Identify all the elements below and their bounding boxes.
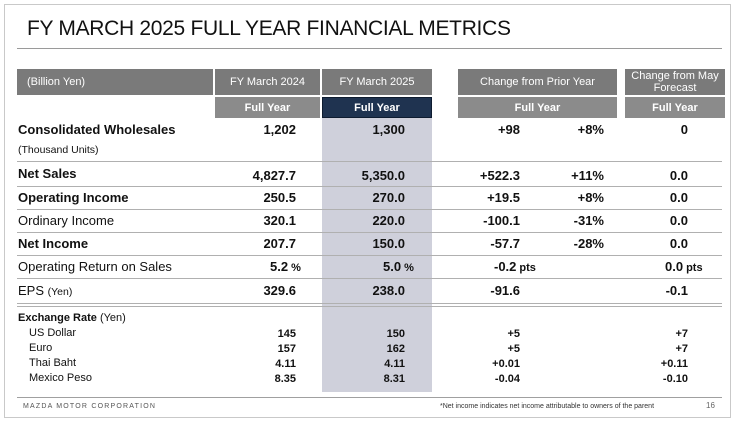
net-sales-pct: +11% <box>571 168 604 183</box>
operating-income-fy2025: 270.0 <box>372 190 405 205</box>
row-divider <box>17 255 722 256</box>
net-sales-fy2025: 5,350.0 <box>361 168 405 183</box>
ordinary-income-change: -100.1 <box>483 213 520 228</box>
ros-fy2025: 5.0 <box>383 259 402 274</box>
operating-income-pct: +8% <box>577 190 604 205</box>
fx-thb-may: +0.11 <box>660 358 688 370</box>
may-subheader: Full Year <box>625 97 725 118</box>
net-income-change: -57.7 <box>490 236 520 251</box>
ros-fy2025-group: 5.0% <box>383 259 414 274</box>
fx-label-usd: US Dollar <box>29 327 77 339</box>
fx-eur-change: +5 <box>507 343 520 355</box>
row-label-operating-income: Operating Income <box>18 190 129 205</box>
change-subheader: Full Year <box>458 97 617 118</box>
row-label-eps-group: EPS (Yen) <box>18 283 72 298</box>
operating-income-may: 0.0 <box>669 190 688 205</box>
row-label-ordinary-income: Ordinary Income <box>18 213 115 228</box>
fx-label-thb: Thai Baht <box>29 357 77 369</box>
fx-usd-fy2025: 150 <box>386 328 405 340</box>
ros-may: 0.0 <box>665 259 684 274</box>
fx-title-group: Exchange Rate (Yen) <box>18 312 126 324</box>
row-divider <box>17 209 722 210</box>
fx-label-eur: Euro <box>29 342 53 354</box>
ros-fy2024-group: 5.2% <box>270 259 301 274</box>
fx-eur-fy2024: 157 <box>277 343 296 355</box>
eps-may: -0.1 <box>665 283 688 298</box>
fx-thb-change: +0.01 <box>492 358 520 370</box>
fx-usd-fy2024: 145 <box>277 328 296 340</box>
fx-label-mxn: Mexico Peso <box>29 372 92 384</box>
row-divider <box>17 232 722 233</box>
ordinary-income-may: 0.0 <box>669 213 688 228</box>
ros-fy2024: 5.2 <box>270 259 289 274</box>
fy2024-subheader: Full Year <box>215 97 320 118</box>
company-name: MAZDA MOTOR CORPORATION <box>23 403 157 410</box>
row-divider <box>17 306 722 307</box>
ros-change-unit: pts <box>519 262 536 274</box>
fx-mxn-may: -0.10 <box>662 373 688 385</box>
ros-may-group: 0.0 pts <box>665 259 703 274</box>
fx-eur-may: +7 <box>675 343 688 355</box>
page-number: 16 <box>706 401 715 410</box>
row-label-eps: EPS <box>18 283 45 298</box>
wholesales-change: +98 <box>497 122 520 137</box>
fx-thb-fy2025: 4.11 <box>384 358 405 370</box>
wholesales-may: 0 <box>680 122 688 137</box>
slide-border <box>4 4 731 418</box>
wholesales-fy2025: 1,300 <box>372 122 405 137</box>
row-divider <box>17 303 722 304</box>
ros-fy2025-unit: % <box>404 262 414 274</box>
ros-change-group: -0.2 pts <box>494 259 536 274</box>
fx-mxn-fy2025: 8.31 <box>383 373 405 385</box>
fy2024-header: FY March 2024 <box>215 69 320 95</box>
net-income-may: 0.0 <box>669 236 688 251</box>
eps-fy2024: 329.6 <box>263 283 296 298</box>
row-label-wholesales: Consolidated Wholesales <box>18 122 176 137</box>
footer-divider <box>17 397 722 398</box>
fx-thb-fy2024: 4.11 <box>275 358 296 370</box>
fx-title: Exchange Rate <box>18 312 97 324</box>
ros-fy2024-unit: % <box>291 262 301 274</box>
ordinary-income-fy2025: 220.0 <box>372 213 405 228</box>
fy2025-subheader: Full Year <box>322 97 432 118</box>
page-title: FY MARCH 2025 FULL YEAR FINANCIAL METRIC… <box>27 17 511 40</box>
fy2025-header: FY March 2025 <box>322 69 432 95</box>
net-income-fy2025: 150.0 <box>372 236 405 251</box>
operating-income-fy2024: 250.5 <box>263 190 296 205</box>
row-divider <box>17 186 722 187</box>
net-sales-fy2024: 4,827.7 <box>252 168 296 183</box>
row-label-net-sales: Net Sales <box>18 166 77 181</box>
operating-income-change: +19.5 <box>487 190 520 205</box>
ordinary-income-fy2024: 320.1 <box>263 213 296 228</box>
row-label-ros: Operating Return on Sales <box>18 259 172 274</box>
title-divider <box>17 48 722 49</box>
eps-fy2025: 238.0 <box>372 283 405 298</box>
net-sales-may: 0.0 <box>669 168 688 183</box>
fx-title-unit: (Yen) <box>99 312 126 324</box>
row-divider <box>17 161 722 162</box>
ordinary-income-pct: -31% <box>573 213 604 228</box>
row-sublabel-wholesales: (Thousand Units) <box>18 144 99 156</box>
fx-mxn-change: -0.04 <box>494 373 520 385</box>
row-label-net-income: Net Income <box>18 236 89 251</box>
fx-mxn-fy2024: 8.35 <box>274 373 296 385</box>
net-sales-change: +522.3 <box>479 168 520 183</box>
fx-eur-fy2025: 162 <box>386 343 405 355</box>
net-income-fy2024: 207.7 <box>263 236 296 251</box>
change-prior-year-header: Change from Prior Year <box>458 69 617 95</box>
fx-usd-may: +7 <box>675 328 688 340</box>
eps-change: -91.6 <box>490 283 520 298</box>
fx-usd-change: +5 <box>507 328 520 340</box>
row-divider <box>17 278 722 279</box>
ros-change: -0.2 <box>494 259 517 274</box>
unit-header: (Billion Yen) <box>17 69 213 95</box>
eps-unit: (Yen) <box>47 286 73 298</box>
ros-may-unit: pts <box>686 262 703 274</box>
wholesales-fy2024: 1,202 <box>263 122 296 137</box>
change-may-forecast-header: Change from May Forecast <box>625 69 725 95</box>
wholesales-pct: +8% <box>577 122 604 137</box>
footnote: *Net income indicates net income attribu… <box>440 403 655 410</box>
net-income-pct: -28% <box>573 236 604 251</box>
